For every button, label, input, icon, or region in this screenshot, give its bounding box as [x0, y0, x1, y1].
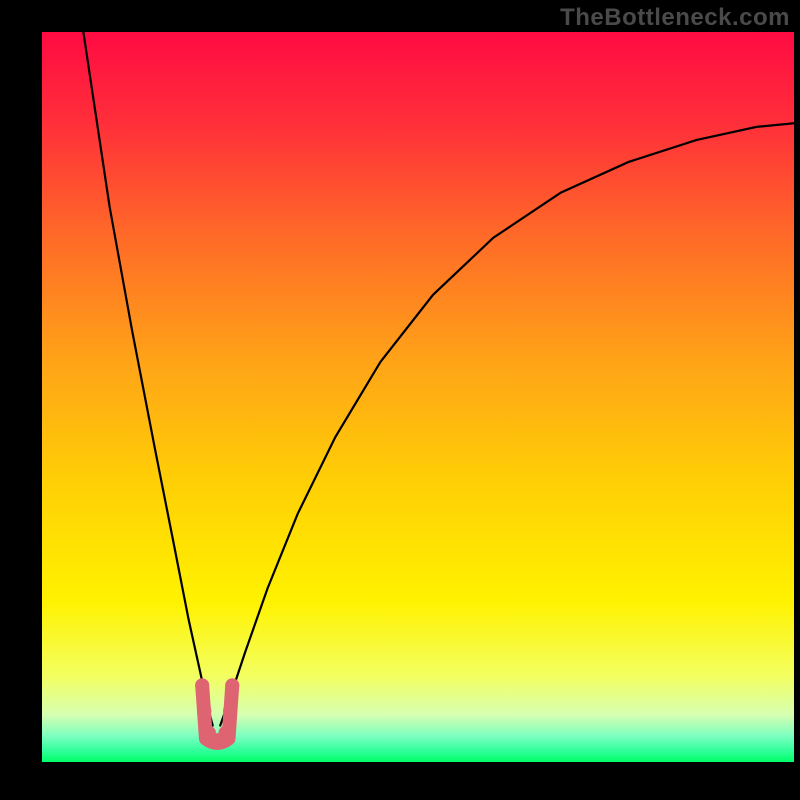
bottleneck-curve-chart — [0, 0, 800, 800]
chart-stage: TheBottleneck.com — [0, 0, 800, 800]
u-marker-dot — [195, 678, 209, 692]
u-marker-dot — [223, 704, 237, 718]
u-marker-dot — [225, 678, 239, 692]
u-marker-dot — [218, 726, 232, 740]
watermark-text: TheBottleneck.com — [560, 4, 790, 32]
plot-background — [42, 32, 794, 762]
u-marker-dot — [197, 704, 211, 718]
